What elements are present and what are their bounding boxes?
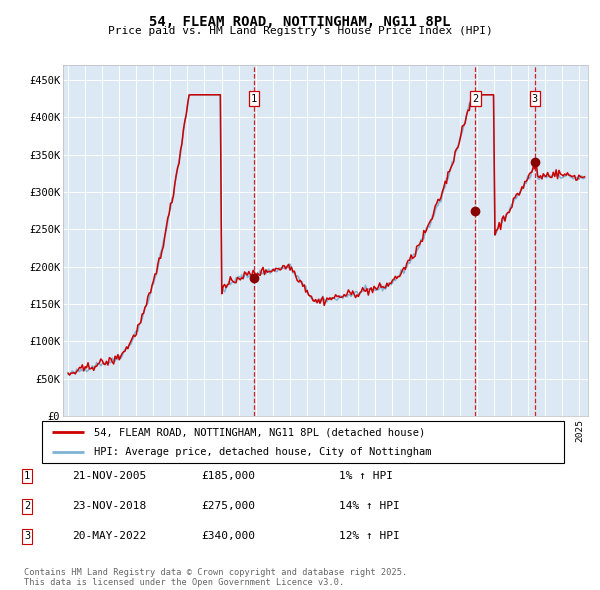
Text: 1% ↑ HPI: 1% ↑ HPI	[339, 471, 393, 481]
Text: 54, FLEAM ROAD, NOTTINGHAM, NG11 8PL (detached house): 54, FLEAM ROAD, NOTTINGHAM, NG11 8PL (de…	[94, 427, 425, 437]
Text: 54, FLEAM ROAD, NOTTINGHAM, NG11 8PL: 54, FLEAM ROAD, NOTTINGHAM, NG11 8PL	[149, 15, 451, 29]
Text: 1: 1	[24, 471, 30, 481]
Text: 1: 1	[251, 93, 257, 103]
Text: 14% ↑ HPI: 14% ↑ HPI	[339, 502, 400, 511]
Text: Price paid vs. HM Land Registry's House Price Index (HPI): Price paid vs. HM Land Registry's House …	[107, 26, 493, 36]
Text: 12% ↑ HPI: 12% ↑ HPI	[339, 532, 400, 541]
Text: 3: 3	[24, 532, 30, 541]
Text: £340,000: £340,000	[201, 532, 255, 541]
FancyBboxPatch shape	[42, 421, 564, 463]
Text: HPI: Average price, detached house, City of Nottingham: HPI: Average price, detached house, City…	[94, 447, 432, 457]
Text: 2: 2	[24, 502, 30, 511]
Text: 3: 3	[532, 93, 538, 103]
Text: 23-NOV-2018: 23-NOV-2018	[72, 502, 146, 511]
Text: £275,000: £275,000	[201, 502, 255, 511]
Text: £185,000: £185,000	[201, 471, 255, 481]
Text: 20-MAY-2022: 20-MAY-2022	[72, 532, 146, 541]
Text: 21-NOV-2005: 21-NOV-2005	[72, 471, 146, 481]
Text: 2: 2	[472, 93, 479, 103]
Text: Contains HM Land Registry data © Crown copyright and database right 2025.
This d: Contains HM Land Registry data © Crown c…	[24, 568, 407, 587]
